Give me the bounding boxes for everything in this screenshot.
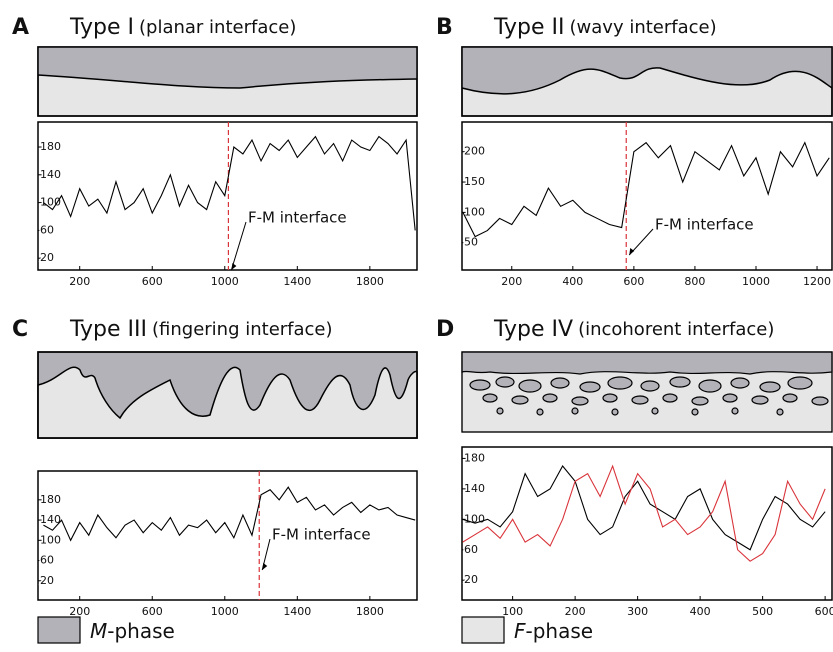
legend-text: -phase <box>107 619 175 643</box>
y-tick-label: 180 <box>40 493 61 506</box>
panel-letter: D <box>436 317 454 342</box>
y-tick-label: 100 <box>40 196 61 209</box>
panel: A Type I (planar interface) 200 600 1000 1400 1… <box>12 15 418 288</box>
title: Type III <box>69 317 147 342</box>
subtitle: (incohorent interface) <box>578 319 774 340</box>
panel-title: Type III (fingering interface) <box>69 317 333 342</box>
x-tick-label: 1800 <box>356 605 384 618</box>
schematic <box>461 351 833 433</box>
legend-swatch <box>461 616 505 644</box>
legend-swatch <box>37 616 81 644</box>
plot-frame <box>37 121 418 271</box>
y-tick-label: 50 <box>464 236 478 249</box>
annotation: F-M interface <box>655 216 754 234</box>
legend: M-phase F-phase <box>37 616 593 644</box>
y-tick-label: 140 <box>40 168 61 181</box>
panel-letter: B <box>436 15 453 40</box>
panel-title: Type IV (incohorent interface) <box>493 317 774 342</box>
x-tick-label: 600 <box>623 275 644 288</box>
legend-label: F-phase <box>514 619 593 643</box>
y-tick-label: 180 <box>464 451 485 464</box>
data-line <box>43 486 416 542</box>
annotation: F-M interface <box>248 209 347 227</box>
panel-letter: A <box>12 15 29 40</box>
legend-italic: F <box>514 619 526 643</box>
x-tick-label: 600 <box>142 605 163 618</box>
y-tick-label: 200 <box>464 145 485 158</box>
title: Type I <box>69 15 134 40</box>
x-tick-label: 1200 <box>803 275 831 288</box>
panel-title: Type II (wavy interface) <box>493 15 717 40</box>
plot-frame <box>37 470 418 601</box>
x-tick-label: 1800 <box>356 275 384 288</box>
x-tick-label: 1000 <box>742 275 770 288</box>
panel: B Type II (wavy interface) 200 400 600 800 1000… <box>436 15 833 288</box>
x-tick-label: 1400 <box>283 275 311 288</box>
x-tick-label: 400 <box>562 275 583 288</box>
subtitle: (fingering interface) <box>152 319 333 340</box>
x-tick-label: 1000 <box>211 605 239 618</box>
data-line <box>43 135 416 231</box>
x-tick-label: 100 <box>502 605 523 618</box>
title: Type IV <box>493 317 573 342</box>
y-tick-label: 140 <box>40 513 61 526</box>
schematic <box>37 46 418 117</box>
x-tick-label: 1400 <box>283 605 311 618</box>
data-line <box>462 465 826 551</box>
y-tick-label: 60 <box>464 543 478 556</box>
x-tick-label: 200 <box>69 275 90 288</box>
legend-text: -phase <box>526 619 594 643</box>
y-tick-label: 150 <box>464 175 485 188</box>
plot-frame <box>461 446 833 601</box>
y-tick-label: 20 <box>40 251 54 264</box>
panel-letter: C <box>12 317 28 342</box>
x-tick-label: 600 <box>142 275 163 288</box>
arrow-head <box>629 248 635 255</box>
legend-italic: M <box>90 619 107 643</box>
arrow-head <box>262 563 268 570</box>
annotation: F-M interface <box>272 526 371 544</box>
y-tick-label: 20 <box>464 573 478 586</box>
schematic <box>461 46 833 117</box>
y-tick-label: 60 <box>40 554 54 567</box>
subtitle: (planar interface) <box>139 17 296 38</box>
data-line <box>462 464 826 562</box>
y-tick-label: 100 <box>464 205 485 218</box>
x-tick-label: 300 <box>627 605 648 618</box>
schematic <box>37 351 418 439</box>
y-tick-label: 20 <box>40 574 54 587</box>
panel-title: Type I (planar interface) <box>69 15 296 40</box>
legend-label: M-phase <box>90 619 175 643</box>
y-tick-label: 100 <box>40 533 61 546</box>
y-tick-label: 140 <box>464 482 485 495</box>
x-tick-label: 800 <box>684 275 705 288</box>
panel: C Type III (fingering interface) 200 600 1000… <box>12 317 418 618</box>
x-tick-label: 600 <box>815 605 833 618</box>
x-tick-label: 400 <box>690 605 711 618</box>
y-tick-label: 180 <box>40 140 61 153</box>
data-line <box>462 141 830 238</box>
subtitle: (wavy interface) <box>570 17 717 38</box>
x-tick-label: 200 <box>565 605 586 618</box>
panel: D Type IV (incohorent interface) 100 200 300 4… <box>436 317 833 618</box>
annotation-arrow <box>230 221 247 271</box>
charts: A Type I (planar interface) 200 600 1000 1400 1… <box>12 15 833 618</box>
plot-frame <box>461 121 833 271</box>
x-tick-label: 1000 <box>211 275 239 288</box>
x-tick-label: 200 <box>69 605 90 618</box>
x-tick-label: 500 <box>752 605 773 618</box>
title: Type II <box>493 15 565 40</box>
y-tick-label: 60 <box>40 223 54 236</box>
arrow-head <box>231 263 237 270</box>
x-tick-label: 200 <box>501 275 522 288</box>
